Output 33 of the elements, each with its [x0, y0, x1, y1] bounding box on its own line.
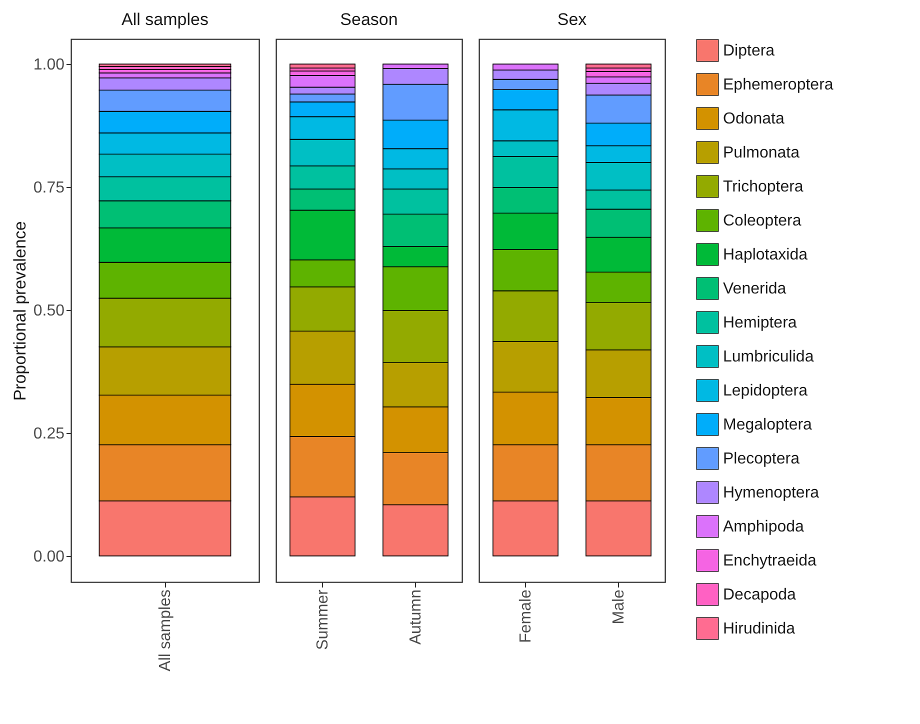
chart-title: Season [340, 10, 398, 29]
y-tick-label: 0.50 [33, 302, 65, 320]
legend-label: Pulmonata [723, 144, 800, 162]
y-tick-label: 0.75 [33, 180, 65, 197]
legend-label: Plecoptera [723, 450, 800, 468]
chart-title: Sex [557, 10, 588, 29]
legend-label: Ephemeroptera [723, 76, 834, 94]
bar [586, 64, 652, 68]
x-tick-label: Summer [314, 588, 332, 650]
x-tick-label: Autumn [408, 590, 424, 645]
bar [290, 64, 356, 68]
legend-label: Coleoptera [723, 212, 802, 230]
legend-label: Diptera [723, 42, 775, 60]
legend-label: Lumbriculida [723, 348, 814, 366]
legend-label: Haplotaxida [723, 246, 808, 264]
y-axis-title: Proportional prevalence [10, 221, 30, 401]
legend-label: Lepidoptera [723, 382, 808, 400]
legend-label: Venerida [723, 280, 786, 298]
legend-label: Trichoptera [723, 178, 804, 196]
legend-label: Megaloptera [723, 416, 812, 434]
x-tick-label: Male [610, 589, 628, 624]
legend-label: Hirudinida [723, 620, 796, 638]
legend-label: Decapoda [723, 586, 796, 604]
legend-label: Enchytraeida [723, 552, 816, 570]
bar [98, 64, 232, 67]
legend-label: Amphipoda [723, 518, 804, 536]
legend-label: Odonata [723, 110, 784, 128]
legend-label: Hemiptera [723, 314, 797, 332]
legend-label: Hymenoptera [723, 484, 820, 502]
y-tick-label: 1.00 [33, 56, 65, 74]
y-tick-label: 0.25 [33, 425, 65, 442]
y-tick-label: 0.00 [33, 548, 65, 566]
x-tick-label: Female [518, 589, 534, 643]
